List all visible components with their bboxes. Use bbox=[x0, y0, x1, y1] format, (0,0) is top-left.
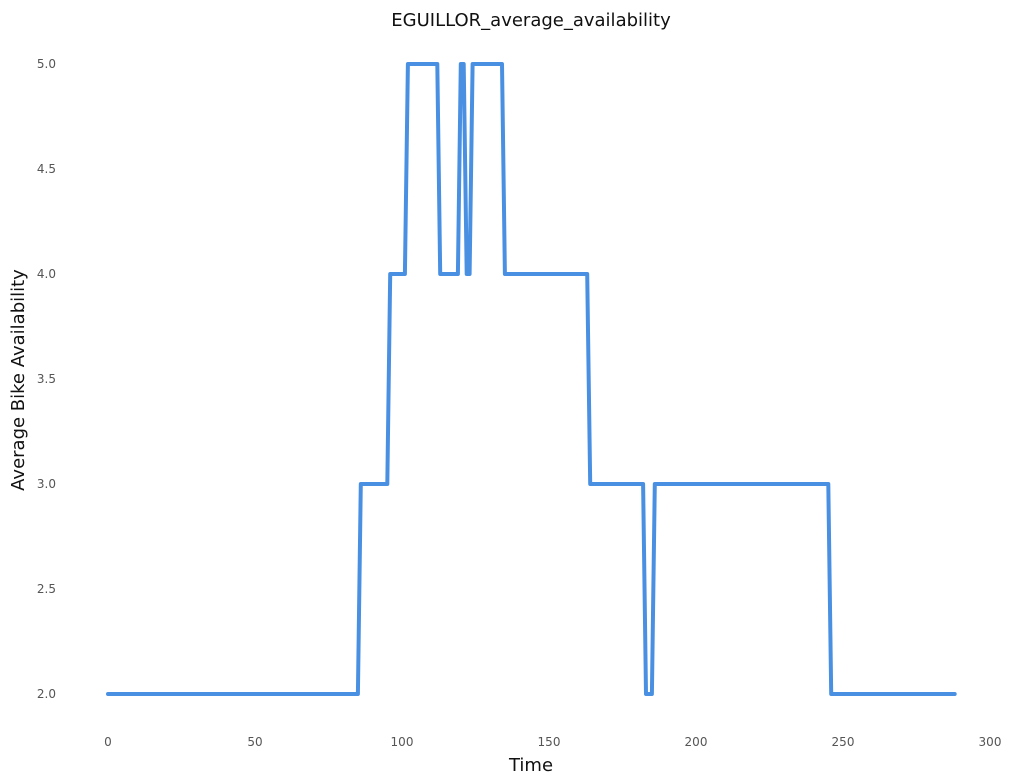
y-tick-label: 3.0 bbox=[37, 477, 56, 491]
y-tick-label: 2.5 bbox=[37, 582, 56, 596]
x-axis-label: Time bbox=[508, 755, 553, 776]
y-tick-label: 4.0 bbox=[37, 267, 56, 281]
y-tick-label: 5.0 bbox=[37, 57, 56, 71]
x-tick-label: 50 bbox=[247, 735, 262, 749]
y-tick-label: 2.0 bbox=[37, 687, 56, 701]
series-group bbox=[106, 62, 957, 696]
x-tick-label: 150 bbox=[538, 735, 561, 749]
x-tick-label: 300 bbox=[979, 735, 1002, 749]
series-line bbox=[106, 62, 957, 696]
x-tick-label: 0 bbox=[104, 735, 112, 749]
y-axis-label: Average Bike Availability bbox=[8, 269, 29, 491]
y-axis-ticks: 2.0 2.5 3.0 3.5 4.0 4.5 5.0 bbox=[37, 57, 56, 701]
chart-title: EGUILLOR_average_availability bbox=[391, 10, 671, 31]
x-tick-label: 100 bbox=[391, 735, 414, 749]
x-tick-label: 200 bbox=[685, 735, 708, 749]
x-tick-label: 250 bbox=[832, 735, 855, 749]
y-tick-label: 4.5 bbox=[37, 162, 56, 176]
y-tick-label: 3.5 bbox=[37, 372, 56, 386]
x-axis-ticks: 0 50 100 150 200 250 300 bbox=[104, 735, 1001, 749]
